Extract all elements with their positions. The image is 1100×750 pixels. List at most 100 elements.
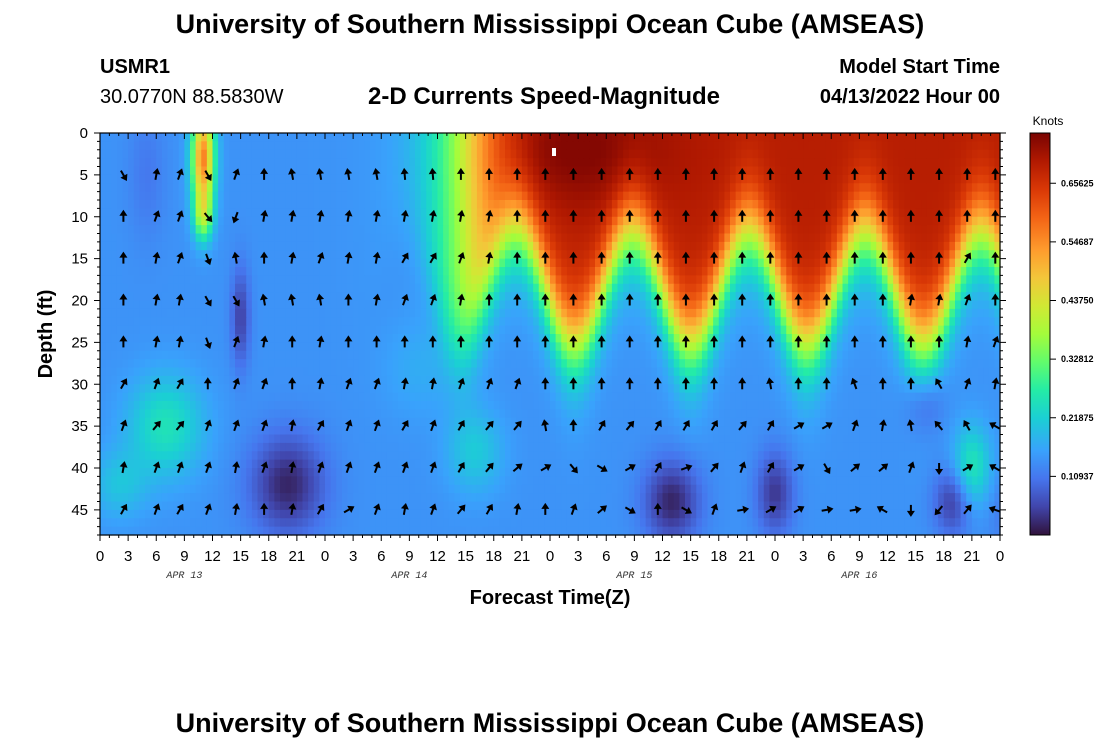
heatmap-cell — [926, 233, 934, 243]
heatmap-cell — [218, 342, 225, 352]
heatmap-cell — [797, 200, 804, 209]
heatmap-cell — [803, 367, 810, 377]
heatmap-cell — [274, 283, 281, 293]
heatmap-cell — [263, 317, 270, 327]
heatmap-cell — [645, 183, 652, 193]
heatmap-cell — [454, 308, 461, 318]
heatmap-cell — [201, 233, 208, 243]
heatmap-cell — [752, 208, 759, 218]
heatmap-cell — [707, 375, 714, 385]
heatmap-cell — [921, 166, 928, 176]
heatmap-cell — [803, 191, 810, 201]
heatmap-cell — [623, 275, 630, 285]
heatmap-cell — [235, 359, 242, 369]
heatmap-cell — [926, 158, 934, 168]
heatmap-cell — [280, 200, 287, 209]
heatmap-cell — [786, 275, 793, 285]
heatmap-cell — [791, 158, 799, 168]
heatmap-cell — [876, 367, 883, 377]
heatmap-cell — [628, 283, 635, 293]
heatmap-cell — [392, 216, 399, 226]
heatmap-cell — [550, 191, 557, 201]
heatmap-cell — [606, 292, 613, 302]
heatmap-cell — [499, 149, 506, 159]
heatmap-cell — [977, 141, 984, 151]
heatmap-cell — [561, 367, 568, 377]
heatmap-cell — [521, 141, 529, 151]
heatmap-cell — [437, 158, 444, 168]
heatmap-cell — [100, 200, 107, 209]
heatmap-cell — [161, 367, 169, 377]
heatmap-cell — [105, 141, 112, 151]
heatmap-cell — [100, 392, 107, 402]
heatmap-cell — [679, 283, 686, 293]
heatmap-cell — [893, 233, 900, 243]
heatmap-cell — [718, 208, 725, 218]
heatmap-cell — [662, 158, 669, 168]
heatmap-cell — [814, 208, 821, 218]
heatmap-cell — [820, 258, 827, 268]
heatmap-cell — [381, 275, 388, 285]
heatmap-cell — [505, 317, 512, 327]
heatmap-cell — [870, 191, 877, 201]
heatmap-cell — [133, 216, 140, 226]
heatmap-cell — [938, 317, 945, 327]
heatmap-cell — [325, 133, 332, 142]
heatmap-cell — [302, 216, 309, 226]
heatmap-cell — [386, 334, 394, 343]
heatmap-cell — [589, 283, 596, 293]
heatmap-cell — [561, 325, 568, 335]
heatmap-cell — [150, 308, 157, 318]
heatmap-cell — [977, 267, 984, 276]
heatmap-cell — [876, 275, 883, 285]
heatmap-cell — [280, 258, 287, 268]
heatmap-cell — [578, 258, 585, 268]
heatmap-cell — [386, 133, 394, 142]
heatmap-cell — [718, 200, 725, 209]
heatmap-cell — [640, 384, 647, 394]
heatmap-cell — [482, 367, 489, 377]
heatmap-cell — [791, 233, 799, 243]
heatmap-cell — [212, 367, 219, 377]
heatmap-cell — [150, 250, 157, 260]
heatmap-cell — [713, 158, 720, 168]
heatmap-cell — [555, 191, 562, 201]
heatmap-cell — [122, 300, 129, 310]
heatmap-cell — [853, 325, 860, 335]
heatmap-cell — [617, 158, 624, 168]
heatmap-cell — [161, 392, 169, 402]
heatmap-cell — [156, 241, 163, 251]
heatmap-cell — [893, 225, 900, 235]
heatmap-cell — [527, 308, 534, 318]
heatmap-cell — [555, 317, 562, 327]
heatmap-cell — [341, 375, 349, 385]
heatmap-cell — [499, 359, 506, 369]
heatmap-cell — [415, 141, 422, 151]
heatmap-cell — [454, 233, 461, 243]
heatmap-cell — [246, 183, 253, 193]
heatmap-cell — [848, 233, 855, 243]
heatmap-cell — [960, 250, 967, 260]
heatmap-cell — [426, 283, 433, 293]
heatmap-cell — [319, 158, 326, 168]
heatmap-cell — [836, 141, 844, 151]
heatmap-cell — [696, 200, 703, 209]
heatmap-cell — [623, 216, 630, 226]
heatmap-cell — [977, 317, 984, 327]
heatmap-cell — [358, 359, 365, 369]
heatmap-cell — [842, 250, 849, 260]
heatmap-cell — [274, 225, 281, 235]
heatmap-cell — [325, 191, 332, 201]
heatmap-cell — [949, 200, 956, 209]
heatmap-cell — [454, 334, 461, 343]
heatmap-cell — [229, 359, 236, 369]
heatmap-cell — [364, 133, 371, 142]
heatmap-cell — [763, 367, 770, 377]
heatmap-cell — [212, 208, 219, 218]
heatmap-cell — [521, 325, 529, 335]
heatmap-cell — [735, 384, 742, 394]
heatmap-cell — [825, 133, 832, 142]
heatmap-cell — [257, 275, 264, 285]
heatmap-cell — [493, 216, 500, 226]
heatmap-cell — [280, 208, 287, 218]
